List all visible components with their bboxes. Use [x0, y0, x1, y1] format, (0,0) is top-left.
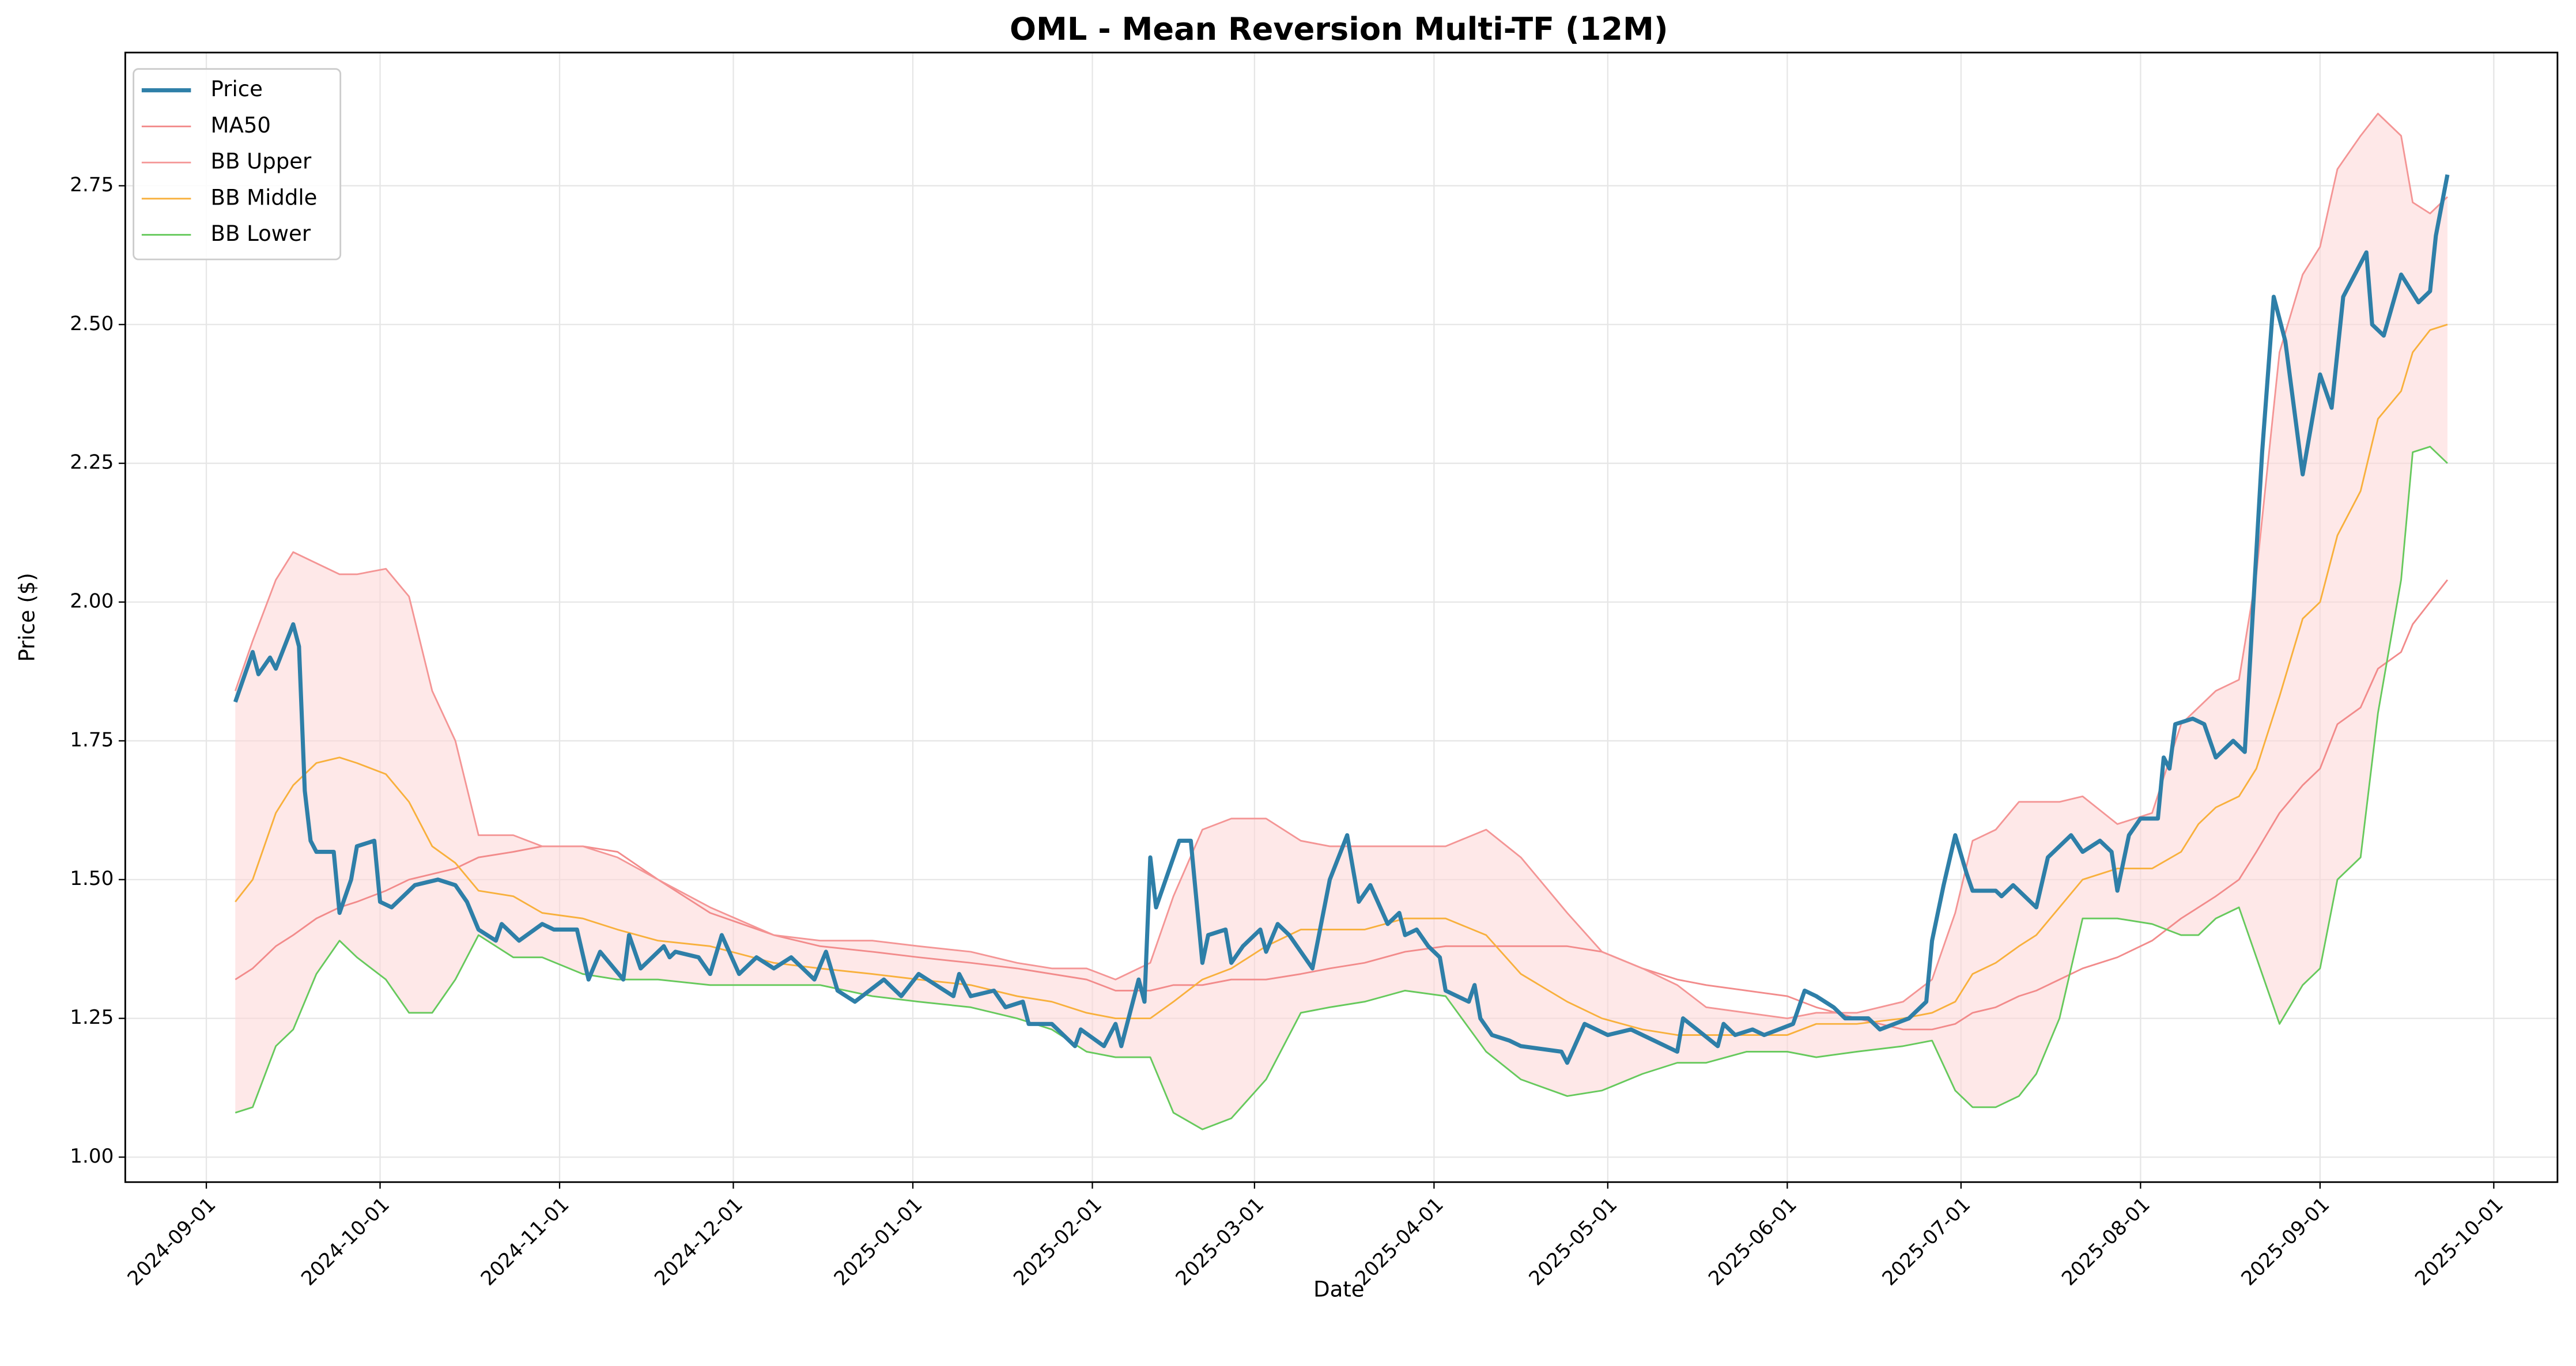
legend-label: BB Middle: [211, 185, 318, 210]
x-axis-label: Date: [1313, 1277, 1365, 1301]
y-tick-label: 1.75: [70, 728, 114, 751]
y-tick-label: 2.00: [70, 590, 114, 613]
y-tick-label: 2.50: [70, 312, 114, 335]
chart-title: OML - Mean Reversion Multi-TF (12M): [1010, 11, 1668, 47]
y-tick-label: 1.25: [70, 1006, 114, 1029]
legend-label: Price: [211, 77, 263, 101]
y-tick-label: 2.25: [70, 451, 114, 474]
y-tick-label: 1.00: [70, 1145, 114, 1168]
y-tick-label: 1.50: [70, 867, 114, 890]
legend: Price MA50 BB Upper BB Middle BB Lower: [133, 68, 342, 260]
legend-label: BB Lower: [211, 221, 311, 246]
series-line: [233, 174, 2450, 1065]
legend-label: BB Upper: [211, 149, 312, 174]
y-tick-label: 2.75: [70, 173, 114, 196]
plot-frame: [124, 51, 2559, 1183]
legend-box: [133, 68, 342, 260]
series-line: [234, 112, 2448, 1020]
series-line: [235, 323, 2448, 1036]
series-line: [235, 579, 2449, 1031]
y-axis-label: Price ($): [15, 573, 40, 662]
legend-label: MA50: [211, 113, 271, 138]
band-fill: [235, 113, 2447, 1130]
series-line: [235, 445, 2448, 1130]
